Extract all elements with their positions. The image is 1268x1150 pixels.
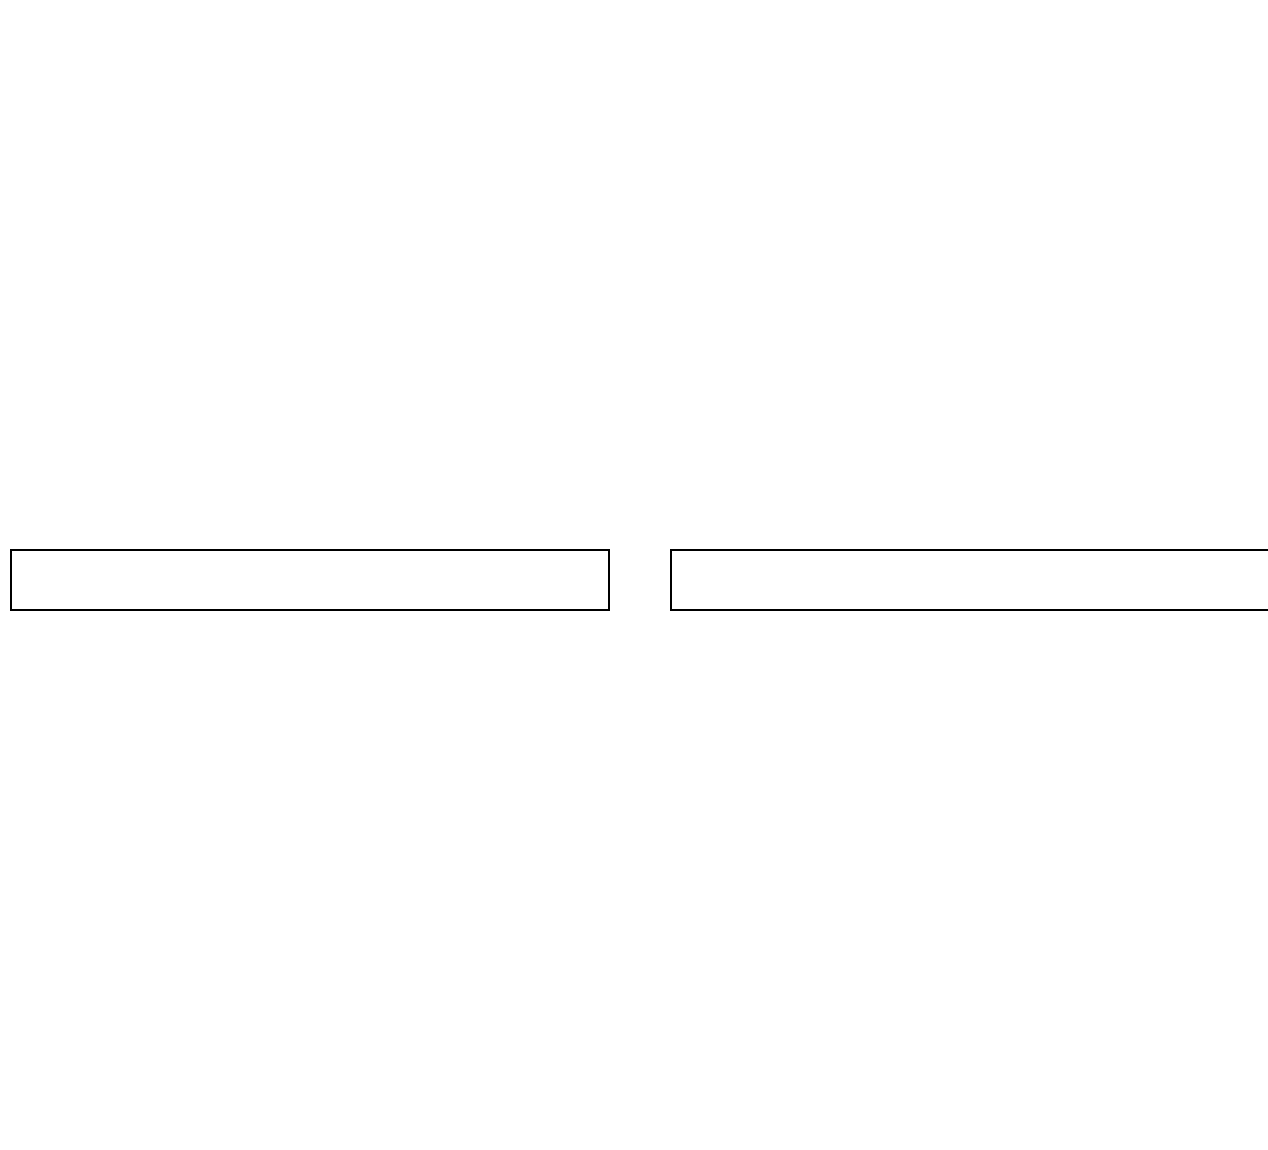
layout-grid [10,10,1250,611]
left-table-panel [10,549,610,611]
right-audiogram [670,14,1268,514]
left-audiogram [10,14,610,514]
right-chart-panel [670,10,1268,519]
right-table-panel [670,549,1268,611]
left-chart-panel [10,10,610,519]
